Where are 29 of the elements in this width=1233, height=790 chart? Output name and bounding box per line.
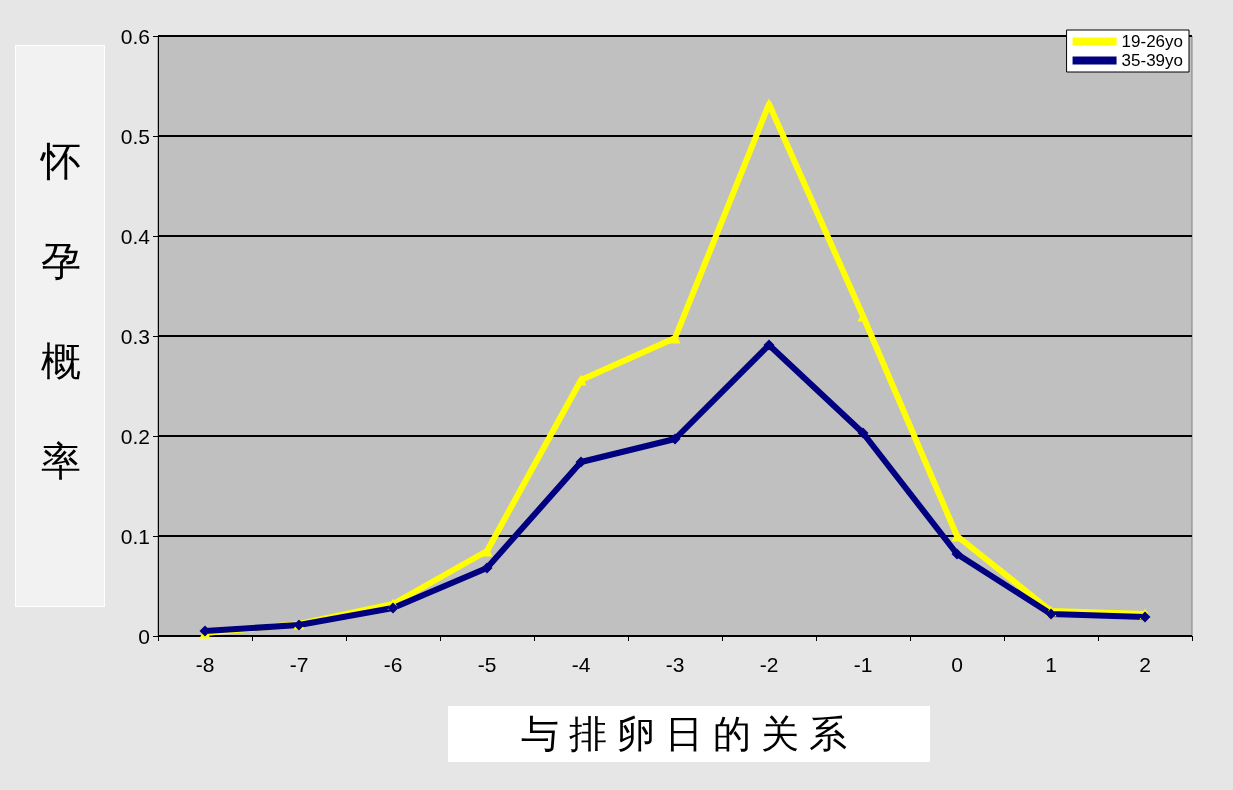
point bbox=[857, 427, 869, 439]
y-tick-label: 0.4 bbox=[120, 224, 151, 248]
x-tick-label: -7 bbox=[289, 653, 309, 676]
y-tick-label: 0.1 bbox=[120, 524, 150, 548]
x-tick-label: -4 bbox=[571, 653, 591, 676]
x-axis-title: 与排卵日的关系 bbox=[448, 706, 930, 762]
point bbox=[481, 562, 493, 574]
text: 怀孕概率 bbox=[41, 138, 81, 484]
x-tick-label: 0 bbox=[951, 653, 963, 676]
y-tick-label: 0 bbox=[138, 624, 150, 648]
point bbox=[387, 602, 399, 614]
point bbox=[763, 98, 775, 110]
y-tick-label: 0.2 bbox=[120, 424, 150, 448]
y-tick-label: 0.3 bbox=[120, 324, 150, 348]
y-tick-label: 0.5 bbox=[120, 124, 150, 148]
x-tick-label: 2 bbox=[1139, 653, 1151, 676]
x-tick-label: 1 bbox=[1045, 653, 1057, 676]
point bbox=[951, 548, 963, 560]
legend-label: 19-26yo bbox=[1121, 32, 1183, 51]
x-tick-label: -2 bbox=[759, 653, 779, 676]
x-tick-label: -3 bbox=[665, 653, 685, 676]
x-tick-label: -1 bbox=[853, 653, 873, 676]
y-tick-label: 0.6 bbox=[120, 24, 150, 48]
x-tick-label: -8 bbox=[195, 653, 215, 676]
legend-label: 35-39yo bbox=[1121, 51, 1183, 70]
x-tick-label: -5 bbox=[477, 653, 497, 676]
point bbox=[763, 339, 775, 351]
x-tick-label: -6 bbox=[383, 653, 403, 676]
point bbox=[481, 545, 493, 557]
